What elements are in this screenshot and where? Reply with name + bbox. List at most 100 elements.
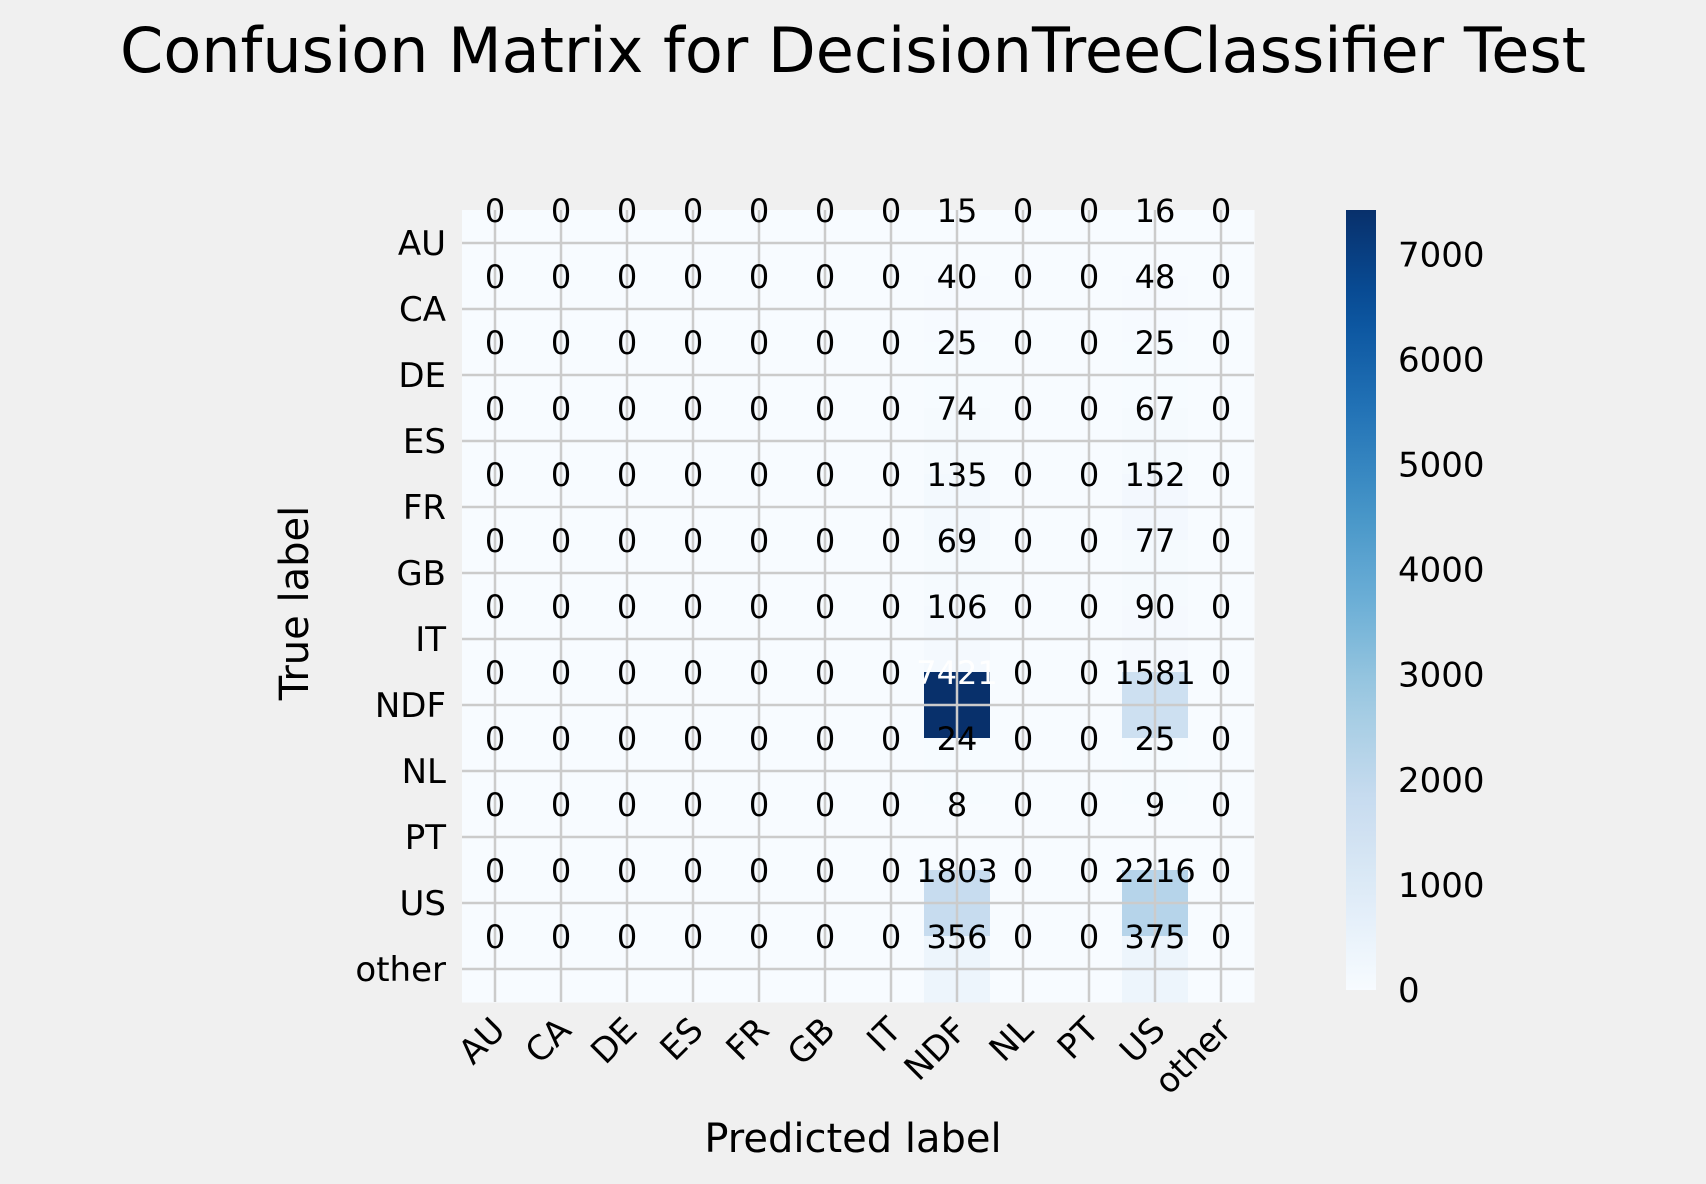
cell-value-label: 24 xyxy=(937,720,978,758)
colorbar-gradient xyxy=(1346,210,1376,990)
cell-value-label: 0 xyxy=(1211,258,1231,296)
cell-value-label: 0 xyxy=(815,852,835,890)
colorbar-tick-label: 5000 xyxy=(1398,445,1485,485)
cell-value-label: 0 xyxy=(749,258,769,296)
cell-value-label: 0 xyxy=(815,720,835,758)
cell-value-label: 0 xyxy=(485,588,505,626)
cell-value-label: 0 xyxy=(881,654,901,692)
cell-value-label: 0 xyxy=(815,324,835,362)
cell-value-label: 0 xyxy=(749,456,769,494)
cell-value-label: 0 xyxy=(749,192,769,230)
cell-value-label: 106 xyxy=(926,588,987,626)
y-tick-labels: AU CA DE ES FR GB IT NDF NL PT US other xyxy=(355,224,446,990)
cell-value-label: 0 xyxy=(683,390,703,428)
colorbar-tick-label: 6000 xyxy=(1398,340,1485,380)
cell-value-label: 0 xyxy=(1013,720,1033,758)
cell-value-label: 15 xyxy=(937,192,978,230)
cell-value-label: 0 xyxy=(1013,522,1033,560)
x-tick-label: other xyxy=(1147,1010,1239,1102)
cell-value-label: 0 xyxy=(617,522,637,560)
cell-value-label: 0 xyxy=(551,258,571,296)
cell-value-label: 0 xyxy=(815,654,835,692)
cell-value-label: 25 xyxy=(1135,720,1176,758)
cell-value-label: 40 xyxy=(937,258,978,296)
x-tick-label: DE xyxy=(583,1010,645,1072)
cell-value-label: 0 xyxy=(1013,390,1033,428)
cell-value-label: 74 xyxy=(937,390,978,428)
cell-value-label: 0 xyxy=(1079,522,1099,560)
cell-value-label: 0 xyxy=(881,588,901,626)
cell-value-label: 0 xyxy=(749,720,769,758)
cell-value-label: 2216 xyxy=(1114,852,1195,890)
cell-value-label: 0 xyxy=(683,720,703,758)
cell-value-label: 0 xyxy=(1079,456,1099,494)
x-tick-label: NDF xyxy=(897,1010,976,1089)
colorbar-tick-label: 4000 xyxy=(1398,551,1485,591)
x-tick-label: ES xyxy=(653,1010,712,1069)
cell-value-label: 90 xyxy=(1135,588,1176,626)
cell-value-label: 0 xyxy=(1013,588,1033,626)
cell-value-label: 0 xyxy=(815,918,835,956)
cell-value-label: 0 xyxy=(683,852,703,890)
cell-value-label: 0 xyxy=(485,456,505,494)
cell-value-label: 0 xyxy=(1211,852,1231,890)
cell-value-label: 48 xyxy=(1135,258,1176,296)
cell-value-label: 0 xyxy=(551,852,571,890)
chart-title: Confusion Matrix for DecisionTreeClassif… xyxy=(120,14,1586,87)
colorbar-tick-label: 1000 xyxy=(1398,866,1485,906)
cell-value-label: 16 xyxy=(1135,192,1176,230)
cell-value-label: 0 xyxy=(749,390,769,428)
cell-value-label: 0 xyxy=(617,918,637,956)
colorbar-tick-label: 0 xyxy=(1398,971,1420,1011)
cell-value-label: 0 xyxy=(551,786,571,824)
cell-value-label: 0 xyxy=(815,456,835,494)
cell-value-label: 1581 xyxy=(1114,654,1195,692)
x-tick-label: GB xyxy=(780,1010,843,1073)
cell-value-label: 67 xyxy=(1135,390,1176,428)
cell-value-label: 0 xyxy=(815,390,835,428)
cell-value-label: 0 xyxy=(881,258,901,296)
cell-value-label: 0 xyxy=(881,720,901,758)
y-tick-label: AU xyxy=(398,224,446,264)
cell-value-label: 0 xyxy=(551,522,571,560)
y-tick-label: NL xyxy=(402,752,446,792)
cell-value-label: 0 xyxy=(1211,390,1231,428)
cell-value-label: 0 xyxy=(551,456,571,494)
cell-value-label: 0 xyxy=(881,852,901,890)
cell-value-label: 356 xyxy=(926,918,987,956)
cell-value-label: 0 xyxy=(485,720,505,758)
cell-value-label: 0 xyxy=(683,786,703,824)
cell-value-label: 9 xyxy=(1145,786,1165,824)
cell-value-label: 0 xyxy=(551,918,571,956)
cell-value-label: 0 xyxy=(749,522,769,560)
cell-value-label: 0 xyxy=(683,456,703,494)
cell-value-label: 0 xyxy=(1079,918,1099,956)
cell-value-label: 0 xyxy=(815,588,835,626)
colorbar-tick-label: 2000 xyxy=(1398,761,1485,801)
grid-lines xyxy=(462,210,1254,1002)
y-axis-label: True label xyxy=(272,506,318,701)
cell-value-label: 0 xyxy=(749,654,769,692)
y-tick-label: NDF xyxy=(375,686,446,726)
cell-value-label: 0 xyxy=(749,852,769,890)
x-tick-label: FR xyxy=(719,1010,778,1069)
cell-value-label: 0 xyxy=(1211,324,1231,362)
cell-value-label: 0 xyxy=(1013,918,1033,956)
cell-value-label: 0 xyxy=(1013,786,1033,824)
cell-value-label: 0 xyxy=(881,786,901,824)
x-tick-label: AU xyxy=(451,1010,513,1072)
cell-value-label: 77 xyxy=(1135,522,1176,560)
cell-value-label: 0 xyxy=(683,192,703,230)
y-tick-label: GB xyxy=(396,554,446,594)
cell-value-label: 0 xyxy=(1211,918,1231,956)
cell-value-label: 0 xyxy=(617,324,637,362)
cell-value-label: 0 xyxy=(617,456,637,494)
cell-value-label: 0 xyxy=(683,324,703,362)
x-tick-label: NL xyxy=(982,1010,1042,1070)
cell-value-label: 135 xyxy=(926,456,987,494)
cell-value-label: 0 xyxy=(617,852,637,890)
cell-value-label: 0 xyxy=(815,258,835,296)
cell-value-label: 0 xyxy=(551,390,571,428)
